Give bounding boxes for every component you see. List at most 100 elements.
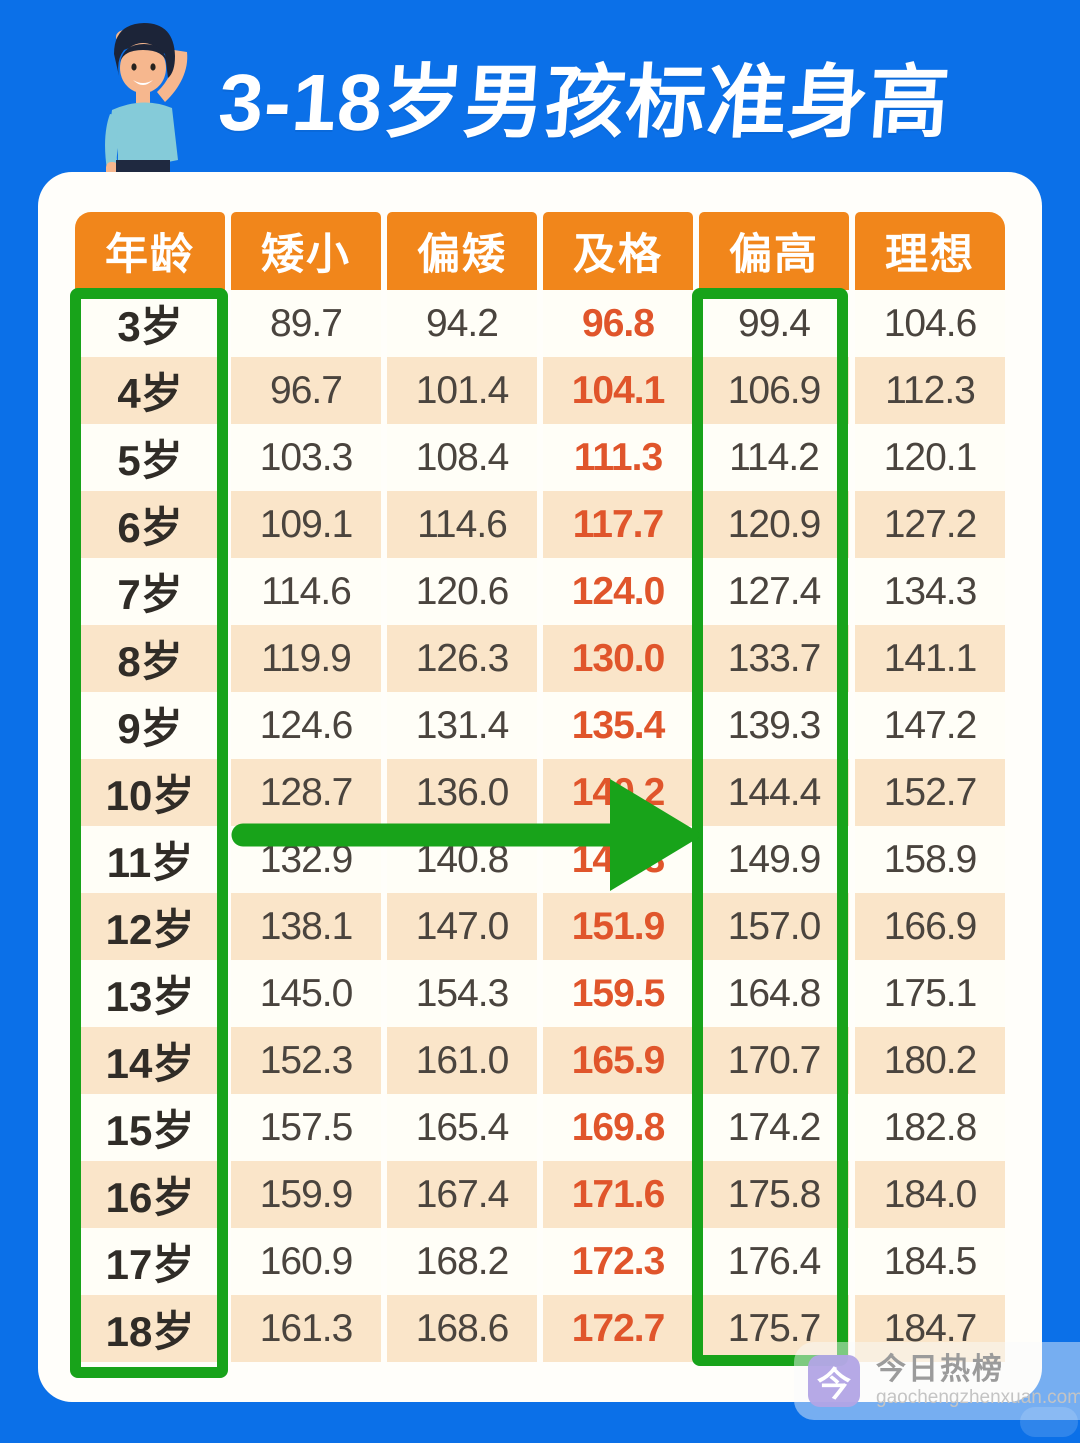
value-cell: 152.3 (231, 1027, 381, 1094)
value-cell: 157.0 (699, 893, 849, 960)
value-cell: 94.2 (387, 290, 537, 357)
value-cell: 167.4 (387, 1161, 537, 1228)
value-cell: 169.8 (543, 1094, 693, 1161)
value-cell: 96.8 (543, 290, 693, 357)
value-cell: 157.5 (231, 1094, 381, 1161)
value-cell: 89.7 (231, 290, 381, 357)
value-cell: 168.6 (387, 1295, 537, 1362)
value-cell: 166.9 (855, 893, 1005, 960)
value-cell: 182.8 (855, 1094, 1005, 1161)
value-cell: 149.9 (699, 826, 849, 893)
value-cell: 172.7 (543, 1295, 693, 1362)
value-cell: 134.3 (855, 558, 1005, 625)
age-cell: 9岁 (75, 692, 225, 759)
age-cell: 6岁 (75, 491, 225, 558)
value-cell: 108.4 (387, 424, 537, 491)
value-cell: 174.2 (699, 1094, 849, 1161)
age-cell: 15岁 (75, 1094, 225, 1161)
value-cell: 175.1 (855, 960, 1005, 1027)
column-header: 偏矮 (387, 212, 537, 290)
age-cell: 5岁 (75, 424, 225, 491)
green-arrow (231, 779, 703, 891)
value-cell: 171.6 (543, 1161, 693, 1228)
boy-measuring-height-icon (105, 23, 188, 182)
value-cell: 175.7 (699, 1295, 849, 1362)
boy-face (120, 43, 166, 93)
value-cell: 160.9 (231, 1228, 381, 1295)
value-cell: 161.0 (387, 1027, 537, 1094)
value-cell: 109.1 (231, 491, 381, 558)
value-cell: 165.9 (543, 1027, 693, 1094)
watermark-url: gaochengzhenxuan.com (876, 1387, 1080, 1409)
value-cell: 147.0 (387, 893, 537, 960)
table-card: 年龄 矮小 偏矮 及格 偏高 理想 3岁 89.7 94.2 96.8 99.4 104.6 4岁 96.… (38, 172, 1042, 1402)
column-header: 偏高 (699, 212, 849, 290)
age-cell: 11岁 (75, 826, 225, 893)
boy-arm (157, 50, 188, 102)
boy-shirt (106, 102, 178, 162)
value-cell: 127.4 (699, 558, 849, 625)
age-cell: 14岁 (75, 1027, 225, 1094)
value-cell: 176.4 (699, 1228, 849, 1295)
age-cell: 4岁 (75, 357, 225, 424)
column-header: 及格 (543, 212, 693, 290)
value-cell: 159.5 (543, 960, 693, 1027)
boy-eye (150, 63, 156, 71)
value-cell: 103.3 (231, 424, 381, 491)
age-cell: 18岁 (75, 1295, 225, 1362)
value-cell: 124.6 (231, 692, 381, 759)
column-header: 矮小 (231, 212, 381, 290)
value-cell: 96.7 (231, 357, 381, 424)
value-cell: 164.8 (699, 960, 849, 1027)
age-cell: 8岁 (75, 625, 225, 692)
value-cell: 168.2 (387, 1228, 537, 1295)
value-cell: 114.6 (387, 491, 537, 558)
age-cell: 7岁 (75, 558, 225, 625)
value-cell: 165.4 (387, 1094, 537, 1161)
value-cell: 159.9 (231, 1161, 381, 1228)
value-cell: 117.7 (543, 491, 693, 558)
value-cell: 114.6 (231, 558, 381, 625)
age-cell: 3岁 (75, 290, 225, 357)
value-cell: 124.0 (543, 558, 693, 625)
value-cell: 139.3 (699, 692, 849, 759)
value-cell: 144.4 (699, 759, 849, 826)
value-cell: 104.1 (543, 357, 693, 424)
value-cell: 111.3 (543, 424, 693, 491)
value-cell: 145.0 (231, 960, 381, 1027)
watermark-brand: 今日热榜 (876, 1352, 1004, 1386)
value-cell: 175.8 (699, 1161, 849, 1228)
watermark-logo-icon: 今 (808, 1355, 860, 1407)
age-cell: 17岁 (75, 1228, 225, 1295)
value-cell: 161.3 (231, 1295, 381, 1362)
value-cell: 184.0 (855, 1161, 1005, 1228)
value-cell: 131.4 (387, 692, 537, 759)
corner-watermark (1020, 1407, 1078, 1437)
boy-eye (131, 63, 137, 71)
value-cell: 180.2 (855, 1027, 1005, 1094)
value-cell: 184.5 (855, 1228, 1005, 1295)
value-cell: 106.9 (699, 357, 849, 424)
watermark-text: 今日热榜 gaochengzhenxuan.com (876, 1353, 1080, 1409)
age-cell: 16岁 (75, 1161, 225, 1228)
value-cell: 128.7 (231, 759, 381, 826)
value-cell: 135.4 (543, 692, 693, 759)
value-cell: 120.6 (387, 558, 537, 625)
value-cell: 141.1 (855, 625, 1005, 692)
value-cell: 138.1 (231, 893, 381, 960)
value-cell: 114.2 (699, 424, 849, 491)
value-cell: 147.2 (855, 692, 1005, 759)
value-cell: 133.7 (699, 625, 849, 692)
value-cell: 154.3 (387, 960, 537, 1027)
boy-smile (133, 80, 153, 85)
value-cell: 120.9 (699, 491, 849, 558)
column-header: 年龄 (75, 212, 225, 290)
column-header: 理想 (855, 212, 1005, 290)
value-cell: 120.1 (855, 424, 1005, 491)
value-cell: 101.4 (387, 357, 537, 424)
value-cell: 184.7 (855, 1295, 1005, 1362)
value-cell: 152.7 (855, 759, 1005, 826)
value-cell: 158.9 (855, 826, 1005, 893)
value-cell: 136.0 (387, 759, 537, 826)
